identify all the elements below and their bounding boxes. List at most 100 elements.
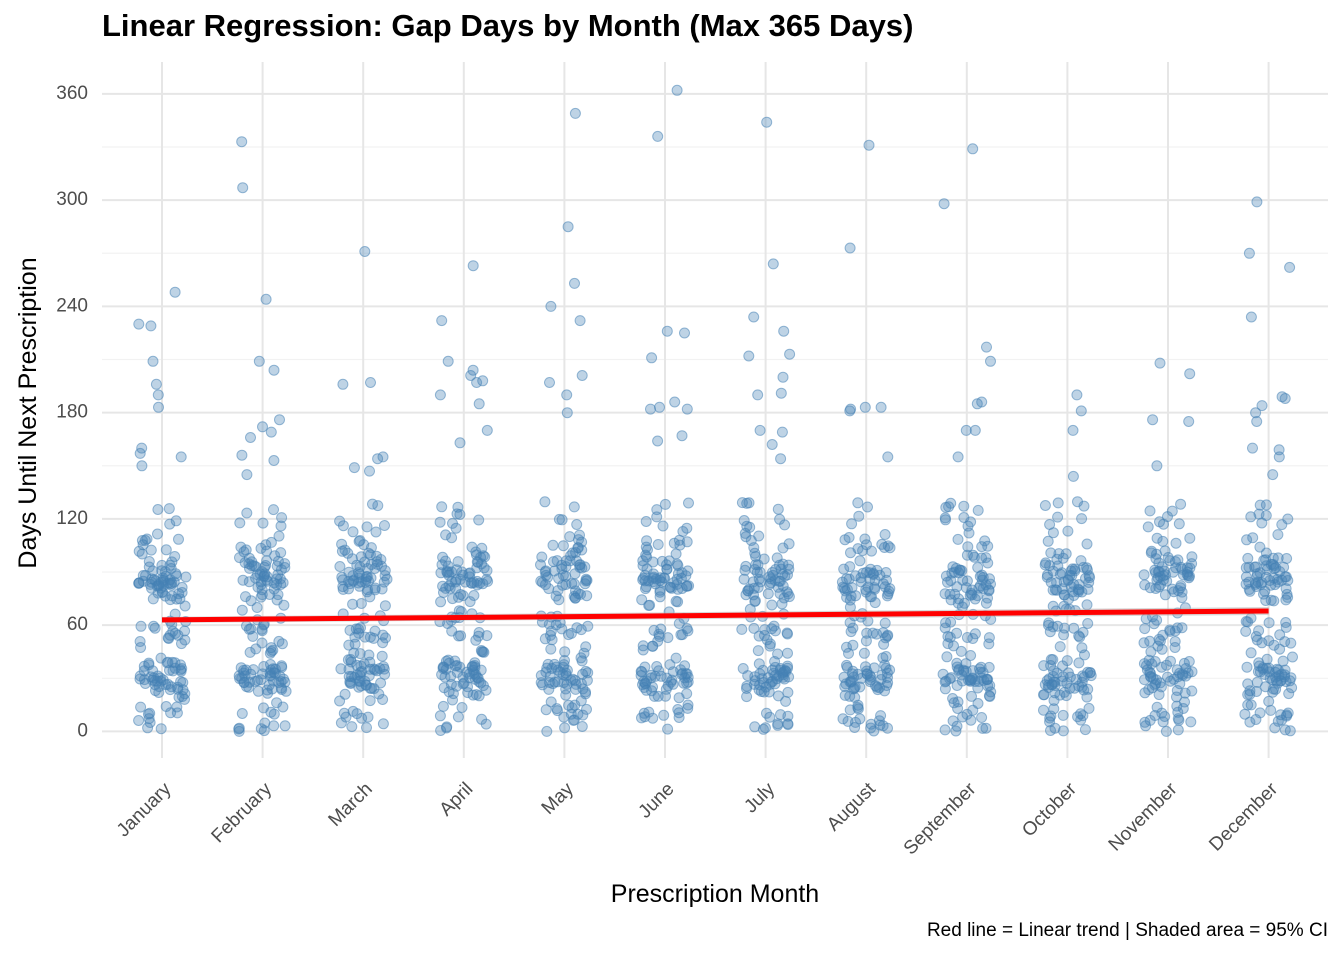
data-point	[560, 561, 572, 573]
data-point	[1073, 657, 1085, 669]
data-point	[1261, 653, 1273, 665]
data-point	[1184, 532, 1196, 544]
data-point	[1260, 510, 1272, 521]
data-point	[854, 555, 866, 567]
data-point	[784, 348, 796, 360]
data-point	[951, 720, 963, 732]
data-point	[749, 596, 761, 607]
data-point	[480, 718, 492, 730]
data-point	[967, 549, 979, 561]
data-point	[981, 673, 993, 685]
data-point	[749, 721, 761, 733]
data-point	[1145, 547, 1157, 559]
data-point	[176, 581, 188, 593]
data-point	[245, 432, 256, 443]
data-point	[972, 504, 984, 516]
data-point	[135, 620, 147, 632]
data-point	[1166, 505, 1178, 517]
data-point	[938, 198, 950, 210]
data-point	[256, 637, 268, 649]
data-point	[955, 645, 967, 657]
data-point	[268, 667, 280, 679]
data-point	[541, 725, 553, 737]
data-point	[470, 689, 482, 701]
data-point	[235, 541, 247, 553]
data-point	[749, 675, 761, 687]
data-point	[967, 704, 979, 716]
data-point	[1279, 571, 1291, 583]
data-point	[957, 664, 969, 676]
data-point	[960, 658, 972, 670]
data-point	[241, 469, 253, 481]
data-point	[258, 702, 269, 714]
data-point	[845, 590, 857, 602]
data-point	[772, 648, 784, 660]
y-tick-label: 120	[56, 508, 88, 529]
data-point	[844, 617, 856, 629]
data-point	[234, 517, 246, 529]
data-point	[661, 563, 673, 575]
data-point	[1240, 625, 1252, 637]
data-point	[476, 646, 488, 658]
data-point	[781, 586, 793, 598]
data-point	[983, 638, 995, 650]
data-point	[1068, 590, 1080, 601]
data-point	[1269, 722, 1281, 734]
x-axis-ticks: January February March April May June July Augu…	[113, 778, 1283, 859]
data-point	[980, 597, 992, 609]
data-point	[659, 498, 671, 510]
data-point	[667, 666, 679, 678]
data-point	[257, 421, 268, 433]
data-point	[280, 685, 292, 697]
data-point	[766, 439, 778, 450]
data-point	[1044, 716, 1056, 728]
data-point	[440, 655, 452, 667]
data-point	[841, 641, 852, 653]
data-point	[278, 599, 290, 611]
data-point	[445, 671, 457, 682]
data-point	[540, 565, 552, 577]
data-point	[761, 634, 773, 646]
data-point	[265, 536, 277, 548]
data-point	[741, 691, 753, 703]
data-point	[166, 577, 178, 589]
data-point	[947, 715, 959, 727]
data-point	[1148, 618, 1160, 630]
data-point	[553, 513, 565, 525]
y-tick-label: 180	[56, 402, 88, 423]
data-point	[345, 656, 357, 668]
data-point	[1247, 442, 1258, 454]
data-point	[860, 635, 872, 647]
data-point	[681, 623, 693, 634]
data-point	[852, 497, 864, 509]
data-point	[737, 663, 749, 674]
data-point	[767, 664, 779, 676]
data-point	[670, 652, 682, 664]
data-point	[257, 517, 269, 529]
data-point	[273, 530, 285, 542]
data-point	[442, 355, 454, 367]
data-point	[853, 510, 865, 522]
data-point	[1240, 562, 1252, 574]
data-point	[364, 695, 376, 707]
data-point	[1280, 583, 1292, 595]
data-point	[679, 327, 690, 339]
scatter-points	[133, 84, 1298, 737]
data-point	[844, 405, 856, 417]
data-point	[882, 629, 894, 641]
data-point	[247, 630, 259, 642]
data-point	[1081, 599, 1093, 611]
data-point	[668, 537, 680, 549]
data-point	[335, 663, 347, 675]
data-point	[867, 627, 879, 639]
trend-line-group	[161, 607, 1269, 623]
data-point	[347, 598, 359, 610]
x-tick-label: June	[635, 779, 679, 823]
data-point	[844, 242, 856, 254]
data-point	[379, 565, 391, 577]
data-point	[348, 462, 360, 474]
data-point	[275, 676, 287, 687]
data-point	[870, 680, 881, 692]
data-point	[778, 592, 790, 604]
data-point	[1075, 708, 1087, 720]
